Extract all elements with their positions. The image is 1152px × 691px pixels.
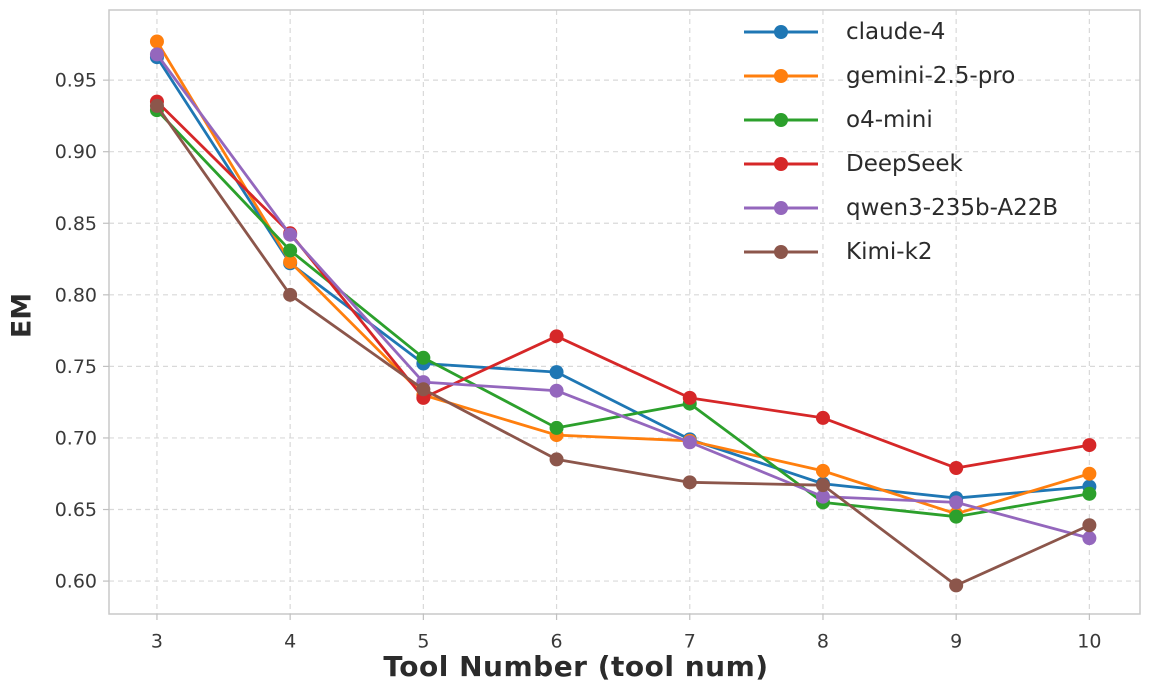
legend-item-o4-mini: o4-mini xyxy=(742,98,1058,142)
x-tick-label: 10 xyxy=(1077,631,1101,653)
data-point-qwen3-235b-A22B xyxy=(549,383,564,398)
data-point-qwen3-235b-A22B xyxy=(149,47,164,62)
series-line-qwen3-235b-A22B xyxy=(155,52,1091,540)
legend-label: DeepSeek xyxy=(846,150,963,177)
data-point-Kimi-k2 xyxy=(682,475,697,490)
legend-swatch-icon xyxy=(744,69,818,83)
legend-item-qwen3-235b-A22B: qwen3-235b-A22B xyxy=(742,186,1058,230)
y-tick-label: 0.85 xyxy=(55,213,97,235)
x-tick-label: 9 xyxy=(950,631,962,653)
y-tick-label: 0.75 xyxy=(55,356,97,378)
x-tick-label: 7 xyxy=(684,631,696,653)
data-point-qwen3-235b-A22B xyxy=(949,495,964,510)
x-axis-label: Tool Number (tool num) xyxy=(383,650,769,683)
data-point-Kimi-k2 xyxy=(149,98,164,113)
data-point-qwen3-235b-A22B xyxy=(815,489,830,504)
legend-item-gemini-2.5-pro: gemini-2.5-pro xyxy=(742,54,1058,98)
y-axis-label: EM xyxy=(6,292,38,339)
data-point-gemini-2.5-pro xyxy=(149,34,164,49)
data-point-Kimi-k2 xyxy=(549,452,564,467)
data-point-qwen3-235b-A22B xyxy=(682,435,697,450)
y-tick-label: 0.95 xyxy=(55,70,97,92)
legend-label: o4-mini xyxy=(846,106,933,133)
legend-label: Kimi-k2 xyxy=(846,238,933,265)
legend-swatch-icon xyxy=(744,113,818,127)
series-line-claude-4 xyxy=(155,55,1091,500)
data-point-qwen3-235b-A22B xyxy=(283,227,298,242)
data-point-Kimi-k2 xyxy=(1082,518,1097,533)
data-point-DeepSeek xyxy=(682,390,697,405)
series-line-Kimi-k2 xyxy=(155,104,1091,587)
data-point-DeepSeek xyxy=(949,461,964,476)
data-point-o4-mini xyxy=(549,420,564,435)
y-tick-label: 0.90 xyxy=(55,141,97,163)
legend-item-DeepSeek: DeepSeek xyxy=(742,142,1058,186)
legend-label: qwen3-235b-A22B xyxy=(846,194,1059,221)
data-point-Kimi-k2 xyxy=(815,478,830,493)
legend-swatch-icon xyxy=(744,245,818,259)
legend-swatch-icon xyxy=(744,157,818,171)
x-tick-label: 3 xyxy=(151,631,163,653)
data-point-Kimi-k2 xyxy=(416,382,431,397)
x-tick-label: 8 xyxy=(817,631,829,653)
data-point-gemini-2.5-pro xyxy=(283,254,298,269)
data-point-gemini-2.5-pro xyxy=(815,463,830,478)
data-point-o4-mini xyxy=(1082,486,1097,501)
legend-swatch-icon xyxy=(744,25,818,39)
legend-label: gemini-2.5-pro xyxy=(846,62,1016,89)
series-line-gemini-2.5-pro xyxy=(155,40,1091,516)
data-point-claude-4 xyxy=(549,365,564,380)
data-point-DeepSeek xyxy=(549,329,564,344)
plot-border xyxy=(108,9,1141,615)
y-tick-label: 0.80 xyxy=(55,284,97,306)
data-point-Kimi-k2 xyxy=(283,287,298,302)
legend-item-Kimi-k2: Kimi-k2 xyxy=(742,230,1058,274)
data-point-o4-mini xyxy=(416,350,431,365)
x-tick-label: 4 xyxy=(284,631,296,653)
data-point-DeepSeek xyxy=(1082,438,1097,453)
legend-swatch-icon xyxy=(744,201,818,215)
x-tick-label: 6 xyxy=(551,631,563,653)
legend-label: claude-4 xyxy=(846,18,946,45)
data-point-DeepSeek xyxy=(815,410,830,425)
data-point-Kimi-k2 xyxy=(949,578,964,593)
data-point-o4-mini xyxy=(949,509,964,524)
legend: claude-4 gemini-2.5-pro o4-mini DeepSeek qwe… xyxy=(742,10,1058,274)
y-tick-label: 0.60 xyxy=(55,571,97,593)
data-point-o4-mini xyxy=(283,243,298,258)
data-point-qwen3-235b-A22B xyxy=(1082,531,1097,546)
y-tick-label: 0.70 xyxy=(55,427,97,449)
x-tick-label: 5 xyxy=(417,631,429,653)
data-point-gemini-2.5-pro xyxy=(1082,466,1097,481)
y-tick-label: 0.65 xyxy=(55,499,97,521)
legend-item-claude-4: claude-4 xyxy=(742,10,1058,54)
